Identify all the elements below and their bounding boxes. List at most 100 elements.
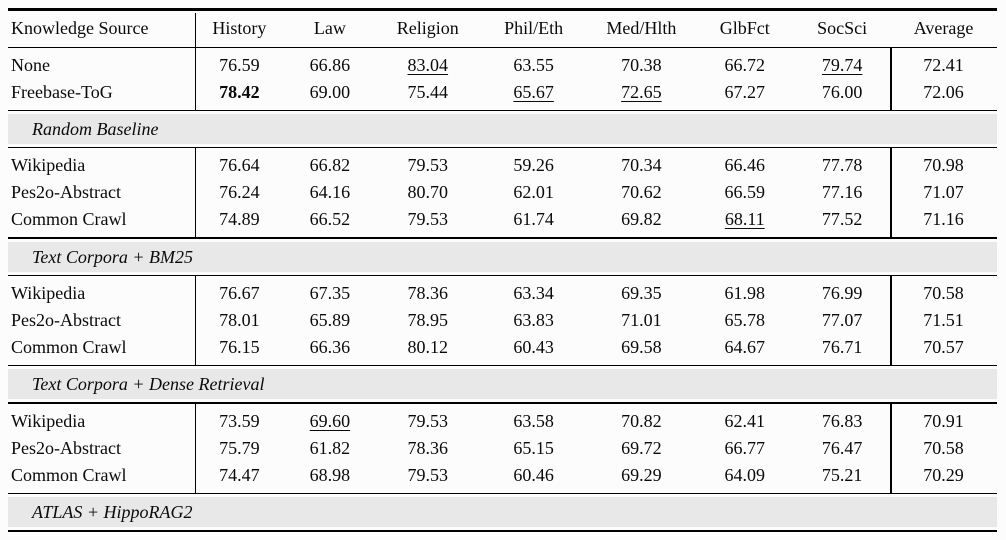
section-rule xyxy=(8,147,997,149)
cell-average: 71.16 xyxy=(923,209,964,230)
cell-phil-eth: 61.74 xyxy=(513,209,554,230)
row-label: Pes2o-Abstract xyxy=(11,182,121,203)
cell-socsci: 75.21 xyxy=(821,464,863,485)
cell-average: 71.07 xyxy=(923,182,964,203)
table-block: Wikipedia 76.64 66.82 79.53 59.26 70.34 66.46 7… xyxy=(8,148,997,238)
table-row-pes2o-abstract: Pes2o-Abstract 75.79 61.82 78.36 65.15 69.72 6… xyxy=(8,435,997,462)
section-rule xyxy=(8,109,997,112)
cell-average: 70.58 xyxy=(923,437,964,458)
table-top-rule xyxy=(8,8,997,11)
column-header-knowledge-source: Knowledge Source xyxy=(11,18,149,38)
cell-history: 78.42 xyxy=(219,81,260,102)
cell-history: 76.59 xyxy=(219,54,260,75)
column-header-phil-eth: Phil/Eth xyxy=(504,18,564,38)
cell-law: 68.98 xyxy=(309,464,351,485)
table-row-wikipedia: Wikipedia 73.59 69.60 79.53 63.58 70.82 62.41 7… xyxy=(8,408,997,435)
cell-history: 73.59 xyxy=(219,410,260,431)
cell-socsci: 77.78 xyxy=(821,155,863,176)
cell-glbfct: 66.59 xyxy=(724,182,766,203)
cell-glbfct: 62.41 xyxy=(724,410,766,431)
row-label: None xyxy=(11,54,50,75)
cell-religion: 80.12 xyxy=(407,336,449,357)
cell-law: 64.16 xyxy=(309,182,351,203)
column-header-religion: Religion xyxy=(396,18,459,38)
table-row-none: None 76.59 66.86 83.04 63.55 70.38 66.72 79.74 7… xyxy=(8,52,997,79)
cell-religion: 78.36 xyxy=(407,437,449,458)
cell-law: 66.36 xyxy=(309,336,351,357)
cell-socsci: 76.00 xyxy=(821,81,863,102)
cell-religion: 83.04 xyxy=(407,54,449,75)
cell-phil-eth: 65.15 xyxy=(513,437,554,458)
cell-law: 69.60 xyxy=(309,410,351,431)
column-header-glbfct: GlbFct xyxy=(719,18,770,38)
cell-history: 76.24 xyxy=(219,182,260,203)
cell-socsci: 77.52 xyxy=(821,209,863,230)
column-header-med-hlth: Med/Hlth xyxy=(606,18,677,38)
cell-law: 61.82 xyxy=(309,437,351,458)
table-row-pes2o-abstract: Pes2o-Abstract 76.24 64.16 80.70 62.01 70.62 6… xyxy=(8,179,997,206)
cell-law: 66.86 xyxy=(309,54,351,75)
row-label: Freebase-ToG xyxy=(11,81,113,102)
table-row-wikipedia: Wikipedia 76.67 67.35 78.36 63.34 69.35 61.98 7… xyxy=(8,280,997,307)
section-rule xyxy=(8,237,997,239)
cell-socsci: 76.71 xyxy=(821,336,863,357)
row-label: Wikipedia xyxy=(11,155,86,176)
cell-phil-eth: 59.26 xyxy=(513,155,554,176)
cell-glbfct: 68.11 xyxy=(724,209,765,230)
cell-glbfct: 65.78 xyxy=(724,309,766,330)
cell-phil-eth: 63.58 xyxy=(513,410,554,431)
paper-results-table: Knowledge Source History Law Religion Ph… xyxy=(8,8,997,533)
cell-socsci: 76.83 xyxy=(821,410,863,431)
section-header-text-corpora-bm25: Text Corpora + BM25 xyxy=(8,241,997,272)
cell-history: 76.67 xyxy=(219,282,260,303)
cell-average: 70.57 xyxy=(923,336,964,357)
cell-history: 78.01 xyxy=(219,309,260,330)
cell-law: 66.82 xyxy=(309,155,351,176)
cell-med-hlth: 69.58 xyxy=(621,336,662,357)
cell-med-hlth: 71.01 xyxy=(621,309,662,330)
cell-average: 71.51 xyxy=(923,309,964,330)
row-label: Wikipedia xyxy=(11,282,86,303)
cell-socsci: 77.07 xyxy=(821,309,863,330)
cell-religion: 79.53 xyxy=(407,155,449,176)
cell-history: 76.64 xyxy=(219,155,260,176)
cell-law: 67.35 xyxy=(309,282,351,303)
cell-average: 72.06 xyxy=(923,81,964,102)
cell-religion: 80.70 xyxy=(407,182,449,203)
cell-average: 72.41 xyxy=(923,54,964,75)
row-label: Pes2o-Abstract xyxy=(11,309,121,330)
cell-glbfct: 66.77 xyxy=(724,437,766,458)
row-label: Common Crawl xyxy=(11,336,127,357)
table-row-common-crawl: Common Crawl 74.47 68.98 79.53 60.46 69.29 64.… xyxy=(8,462,997,489)
section-rule xyxy=(8,402,997,404)
cell-socsci: 79.74 xyxy=(821,54,863,75)
cell-phil-eth: 62.01 xyxy=(513,182,554,203)
table-block: Wikipedia 73.59 69.60 79.53 63.58 70.82 62.41 7… xyxy=(8,403,997,493)
cell-history: 75.79 xyxy=(219,437,260,458)
cell-religion: 79.53 xyxy=(407,464,449,485)
cell-phil-eth: 63.34 xyxy=(513,282,554,303)
cell-phil-eth: 63.55 xyxy=(513,54,554,75)
cell-religion: 79.53 xyxy=(407,410,449,431)
cell-law: 69.00 xyxy=(309,81,351,102)
cell-med-hlth: 70.34 xyxy=(621,155,662,176)
cell-law: 66.52 xyxy=(309,209,351,230)
section-header-text-corpora-dense-retrieval: Text Corpora + Dense Retrieval xyxy=(8,369,997,400)
cell-phil-eth: 60.43 xyxy=(513,336,554,357)
cell-med-hlth: 69.72 xyxy=(621,437,662,458)
cell-religion: 78.36 xyxy=(407,282,449,303)
table-row-wikipedia: Wikipedia 76.64 66.82 79.53 59.26 70.34 66.46 7… xyxy=(8,152,997,179)
cell-glbfct: 64.09 xyxy=(724,464,766,485)
header-bottom-rule xyxy=(8,46,997,48)
table-bottom-rule xyxy=(8,529,997,533)
cell-glbfct: 61.98 xyxy=(724,282,766,303)
cell-socsci: 77.16 xyxy=(821,182,863,203)
cell-med-hlth: 70.82 xyxy=(621,410,662,431)
section-rule xyxy=(8,492,997,494)
cell-religion: 78.95 xyxy=(407,309,449,330)
table-row-common-crawl: Common Crawl 74.89 66.52 79.53 61.74 69.82 68.… xyxy=(8,206,997,233)
section-rule xyxy=(8,274,997,276)
cell-average: 70.91 xyxy=(923,410,964,431)
cell-phil-eth: 63.83 xyxy=(513,309,554,330)
cell-med-hlth: 70.38 xyxy=(621,54,662,75)
